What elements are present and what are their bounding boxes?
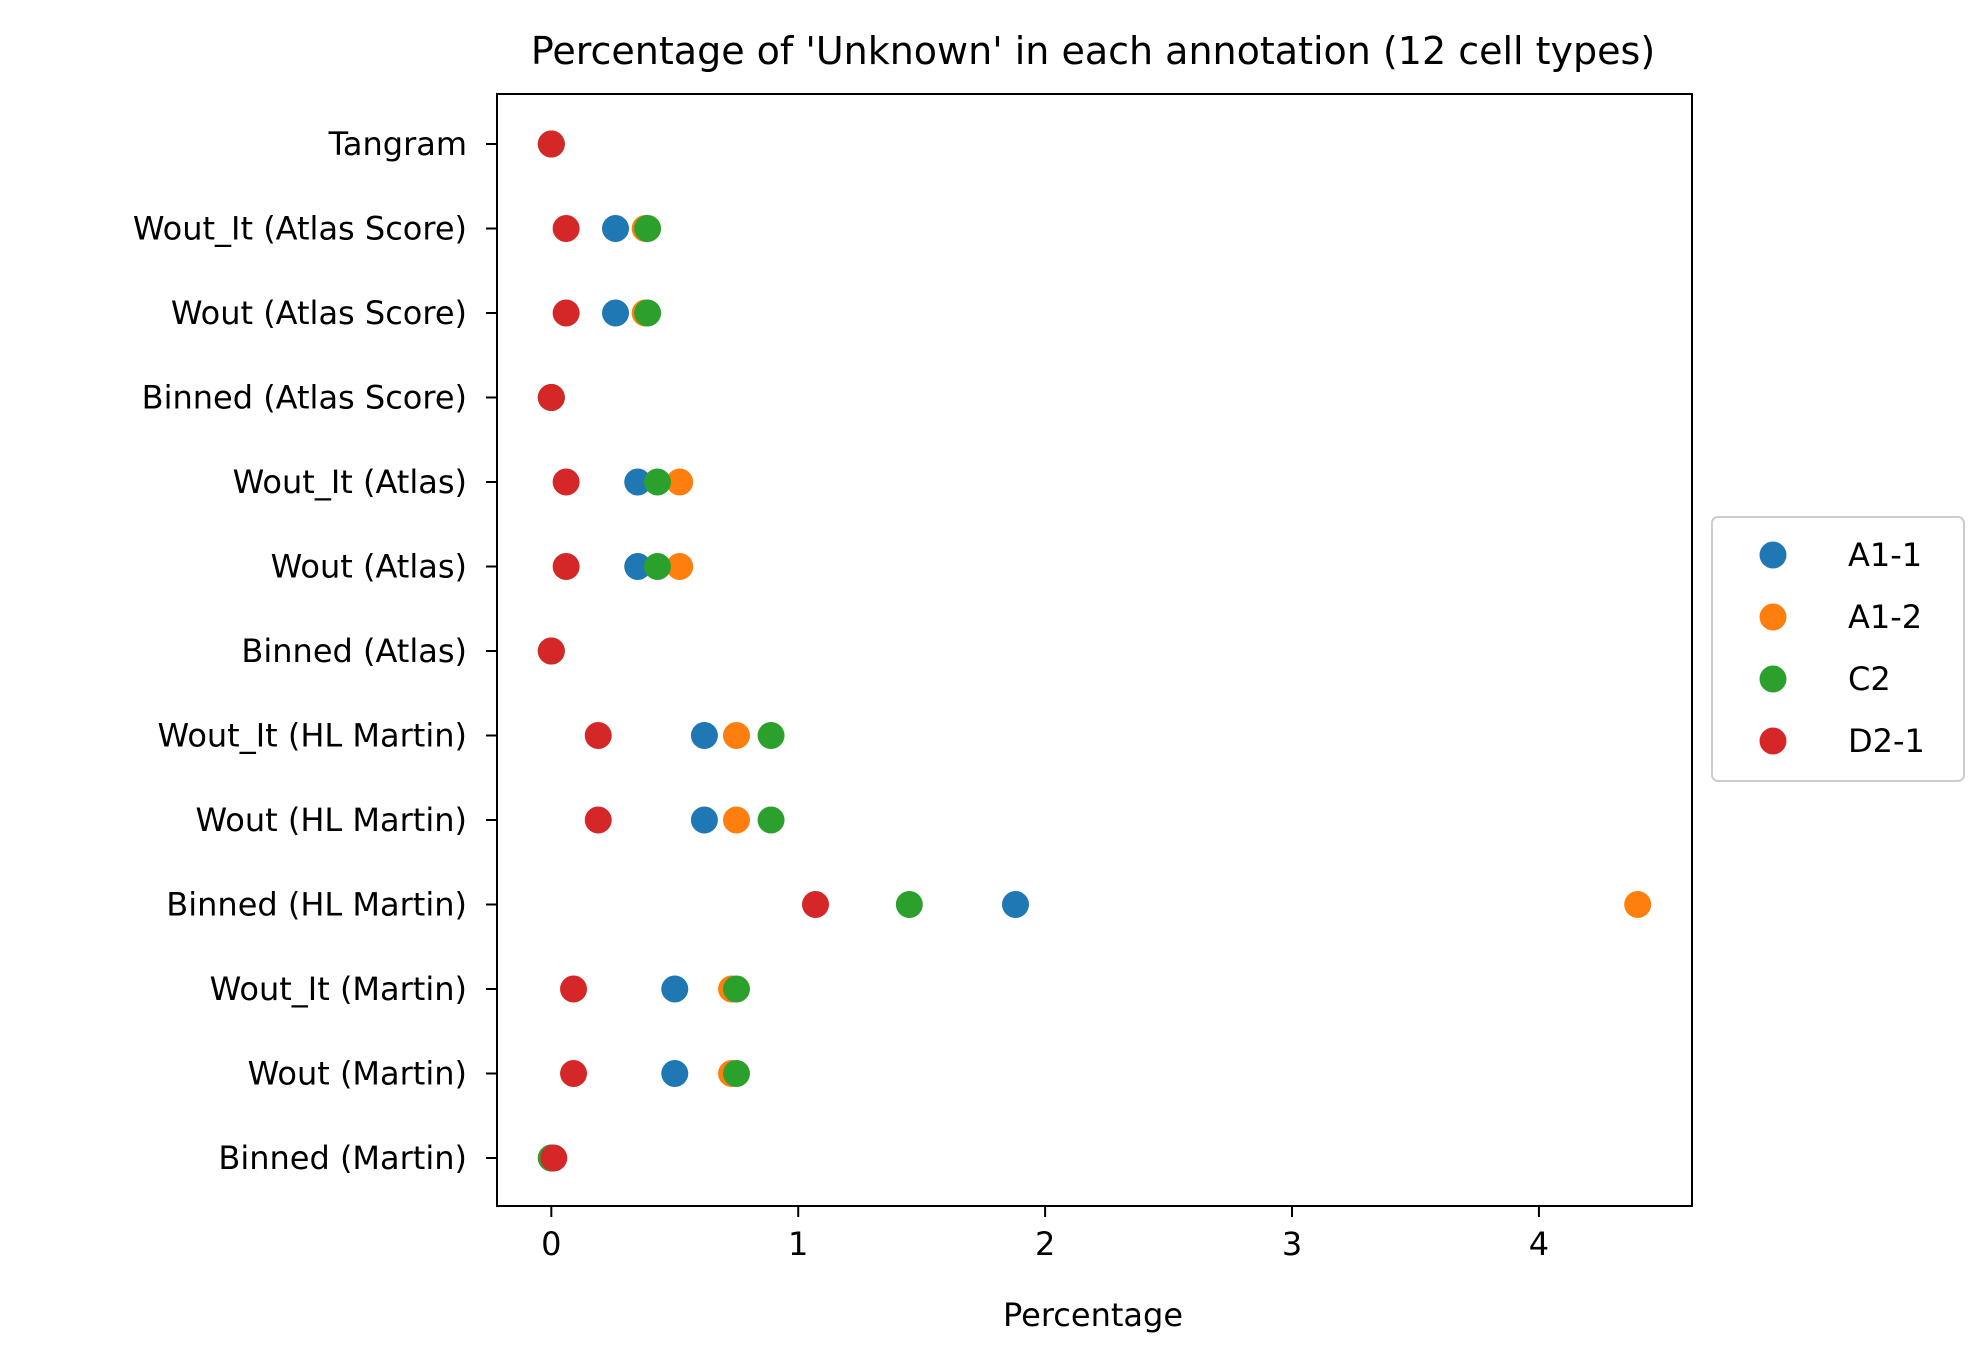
data-point-a1-2 [722, 806, 750, 834]
data-point-d2-1 [540, 1144, 568, 1172]
legend-marker [1759, 665, 1787, 693]
y-tick-label: Wout_It (HL Martin) [158, 717, 467, 755]
data-point-d2-1 [537, 637, 565, 665]
data-point-c2 [757, 722, 785, 749]
data-point-d2-1 [537, 130, 565, 158]
y-tick-label: Wout (HL Martin) [196, 801, 467, 839]
x-tick-label: 1 [788, 1225, 808, 1263]
plot-frame [496, 93, 1693, 1207]
data-point-a1-1 [624, 468, 652, 496]
data-point-d2-1 [584, 806, 612, 834]
data-point-a1-1 [690, 722, 718, 749]
data-point-d2-1 [584, 722, 612, 749]
data-point-d2-1 [802, 891, 830, 918]
data-point-c2 [634, 299, 662, 327]
data-point-c2 [643, 553, 671, 580]
y-tick-label: Wout (Atlas Score) [171, 294, 467, 332]
data-point-d2-1 [560, 975, 588, 1003]
legend-label: D2-1 [1848, 722, 1925, 760]
data-point-c2 [722, 975, 750, 1003]
x-tick-label: 4 [1529, 1225, 1549, 1263]
y-tick-label: Wout_It (Martin) [210, 970, 467, 1008]
y-tick-label: Tangram [328, 125, 467, 163]
legend-label: A1-1 [1848, 536, 1922, 574]
y-tick-label: Binned (Martin) [218, 1139, 467, 1177]
data-point-c2 [895, 891, 923, 918]
x-tick-label: 2 [1035, 1225, 1055, 1263]
data-point-d2-1 [552, 215, 580, 242]
data-point-a1-2 [1624, 891, 1652, 918]
legend-marker [1759, 727, 1787, 755]
y-tick-label: Wout (Atlas) [271, 548, 467, 586]
x-tick-label: 0 [541, 1225, 561, 1263]
y-tick-label: Binned (HL Martin) [166, 886, 467, 924]
data-point-a1-2 [666, 553, 694, 580]
legend-label: C2 [1848, 660, 1891, 698]
data-point-a1-1 [624, 553, 652, 580]
data-point-d2-1 [552, 468, 580, 496]
y-tick-label: Wout (Martin) [248, 1055, 467, 1093]
data-point-a1-2 [666, 468, 694, 496]
data-point-d2-1 [537, 384, 565, 411]
data-point-a1-1 [602, 215, 630, 242]
chart-title: Percentage of 'Unknown' in each annotati… [531, 29, 1655, 73]
data-point-d2-1 [560, 1060, 588, 1087]
data-point-d2-1 [552, 553, 580, 580]
data-point-c2 [643, 468, 671, 496]
y-tick-label: Binned (Atlas Score) [142, 379, 467, 417]
data-point-a1-1 [1001, 891, 1029, 918]
legend-frame [1711, 516, 1965, 782]
x-tick-label: 3 [1282, 1225, 1302, 1263]
data-point-d2-1 [552, 299, 580, 327]
legend-marker [1759, 603, 1787, 631]
data-point-a1-1 [661, 1060, 689, 1087]
data-point-c2 [722, 1060, 750, 1087]
legend-label: A1-2 [1848, 598, 1922, 636]
data-point-a1-1 [602, 299, 630, 327]
y-tick-label: Wout_It (Atlas) [233, 463, 467, 501]
y-tick-label: Wout_It (Atlas Score) [133, 210, 467, 248]
data-point-a1-2 [722, 722, 750, 749]
data-point-c2 [757, 806, 785, 834]
x-axis-label: Percentage [1003, 1296, 1183, 1334]
legend-marker [1759, 541, 1787, 569]
y-tick-label: Binned (Atlas) [241, 632, 467, 670]
data-point-a1-1 [690, 806, 718, 834]
legend: A1-1 A1-2 C2 D2-1 [1711, 516, 1965, 782]
data-point-c2 [634, 215, 662, 242]
data-point-a1-1 [661, 975, 689, 1003]
